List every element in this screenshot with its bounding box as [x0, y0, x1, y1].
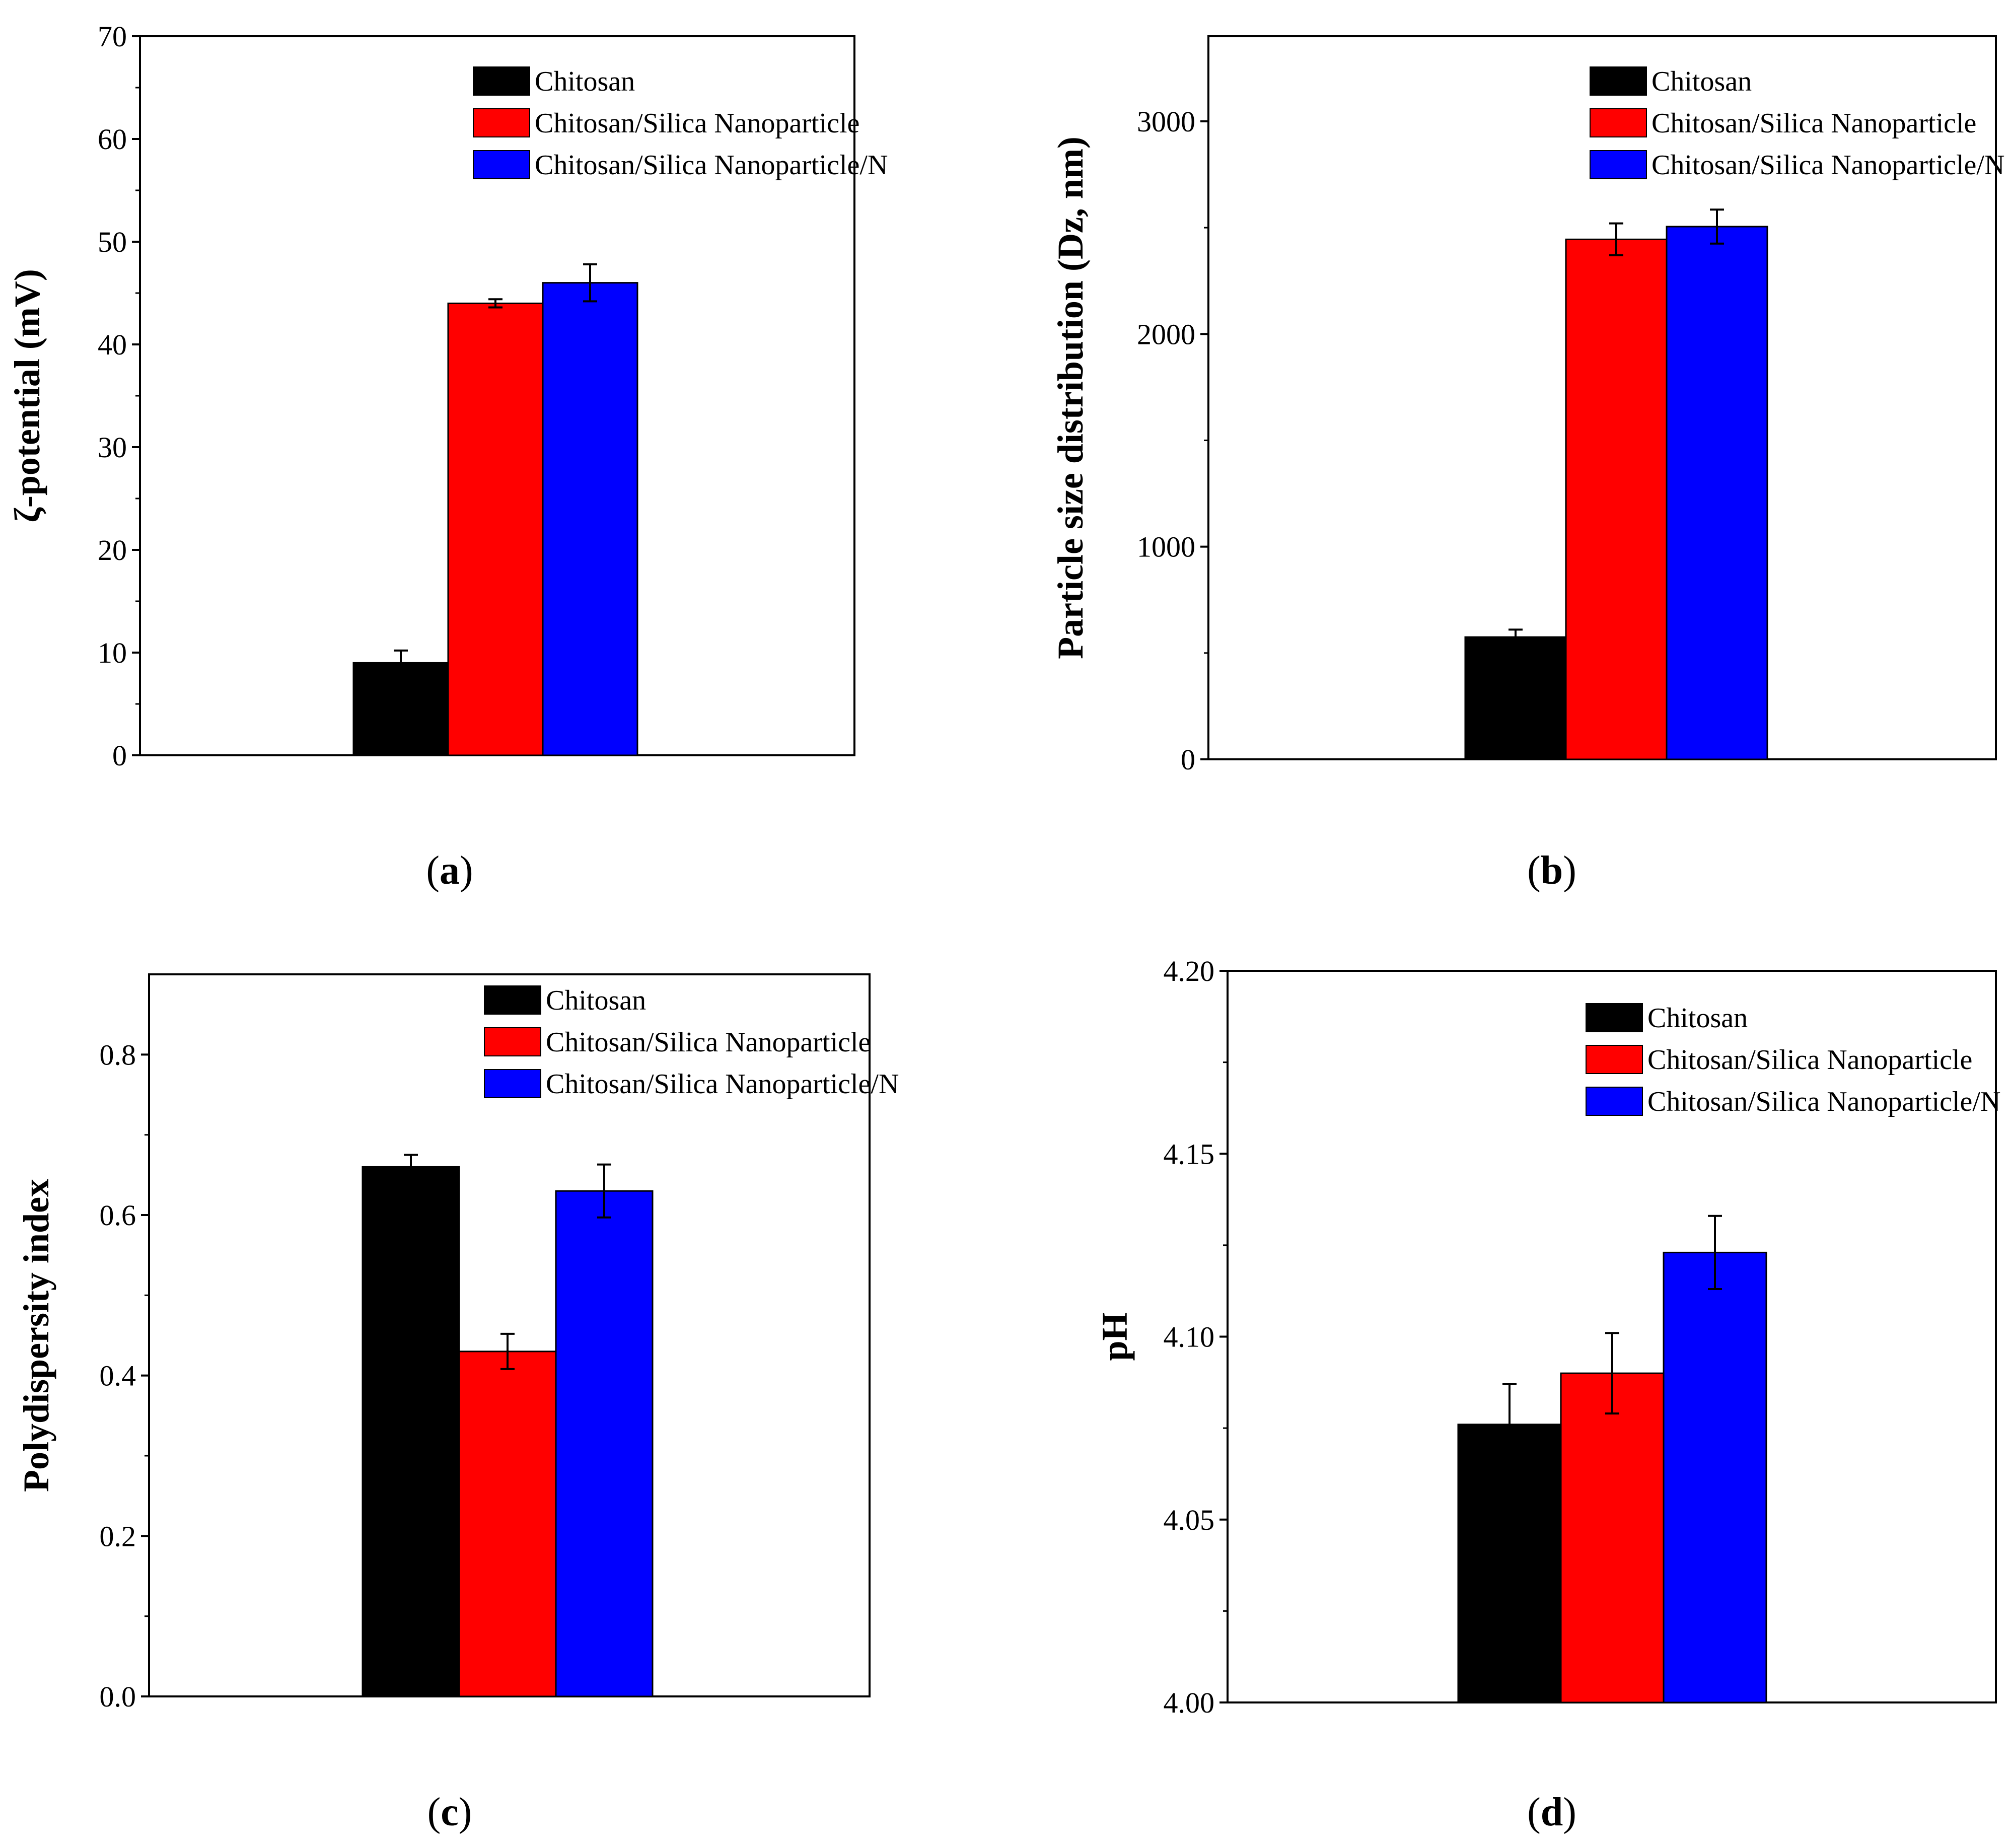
legend-swatch	[484, 1069, 541, 1098]
legend-label: Chitosan	[1651, 66, 1752, 97]
legend-swatch	[1590, 66, 1647, 96]
y-tick-label: 2000	[1137, 318, 1195, 350]
y-tick-label: 0.0	[100, 1680, 136, 1713]
bar-chitosan-silica	[458, 1351, 557, 1697]
bar-chitosan-silica-n	[555, 1190, 654, 1697]
legend-swatch	[484, 985, 541, 1015]
y-tick-label: 10	[98, 636, 127, 669]
bar-chitosan	[1464, 636, 1567, 760]
bar-chitosan	[362, 1166, 460, 1697]
legend-label: Chitosan/Silica Nanoparticle/N	[546, 1069, 899, 1100]
panel-caption: (b)	[1527, 848, 1576, 893]
bar-chitosan-silica-n	[1666, 226, 1768, 760]
panel-letter: c	[441, 1790, 459, 1834]
y-axis-title: pH	[1095, 1312, 1135, 1361]
legend-swatch	[473, 150, 530, 179]
y-tick-label: 0	[1181, 743, 1195, 776]
y-tick-label: 40	[98, 328, 127, 361]
legend-swatch	[1586, 1045, 1643, 1074]
legend-label: Chitosan/Silica Nanoparticle	[1647, 1044, 1972, 1076]
legend-swatch	[1586, 1087, 1643, 1116]
legend-label: Chitosan	[546, 985, 646, 1016]
legend-swatch	[1586, 1003, 1643, 1032]
legend-label: Chitosan/Silica Nanoparticle	[546, 1027, 871, 1058]
legend-swatch	[1590, 108, 1647, 137]
y-tick-label: 4.15	[1164, 1138, 1215, 1170]
y-tick-label: 20	[98, 534, 127, 566]
chart-panel-b: 0 1000 2000 3000 Particle size distribution …	[1050, 35, 2004, 893]
legend-label: Chitosan/Silica Nanoparticle	[535, 108, 859, 139]
panel-caption: (c)	[427, 1790, 472, 1834]
legend-label: Chitosan	[535, 66, 635, 97]
legend-swatch	[473, 66, 530, 96]
legend-label: Chitosan/Silica Nanoparticle/N	[1647, 1086, 2000, 1117]
legend-swatch	[473, 108, 530, 137]
panel-caption: (a)	[426, 848, 473, 893]
y-tick-label: 60	[98, 123, 127, 156]
bar-chitosan	[352, 662, 449, 756]
y-axis-title: Polydispersity index	[16, 1179, 56, 1492]
bar-chitosan-silica	[1565, 238, 1668, 760]
y-tick-label: 4.10	[1164, 1321, 1215, 1354]
panel-letter: a	[440, 848, 460, 893]
y-tick-label: 0.4	[100, 1360, 136, 1392]
bar-chitosan-silica	[1560, 1372, 1665, 1703]
panel-letter: b	[1541, 848, 1563, 893]
chart-panel-c: 0.0 0.2 0.4 0.6 0.8 Polydispersity index Chito…	[16, 973, 899, 1834]
legend-label: Chitosan/Silica Nanoparticle	[1651, 108, 1976, 139]
chart-panel-a: 0 10 20 30 40 50 60 70 ζ-potential (mV) Chitosan C…	[7, 20, 888, 893]
legend-label: Chitosan/Silica Nanoparticle/N	[535, 150, 888, 181]
bar-chitosan	[1457, 1424, 1562, 1703]
legend-label: Chitosan/Silica Nanoparticle/N	[1651, 150, 2004, 181]
y-tick-label: 50	[98, 226, 127, 258]
y-axis-title: Particle size distribution (Dz, nm)	[1050, 136, 1091, 659]
panel-caption: (d)	[1527, 1790, 1576, 1834]
legend-swatch	[484, 1027, 541, 1056]
legend-label: Chitosan	[1647, 1003, 1748, 1034]
y-tick-label: 0.2	[100, 1520, 136, 1552]
bar-chitosan-silica-n	[1663, 1251, 1767, 1703]
y-tick-label: 4.00	[1164, 1686, 1215, 1719]
bar-chitosan-silica	[447, 302, 544, 756]
bar-chitosan-silica-n	[542, 282, 638, 756]
y-tick-label: 0.8	[100, 1038, 136, 1071]
legend-swatch	[1590, 150, 1647, 179]
y-axis-title: ζ-potential (mV)	[7, 269, 47, 523]
y-tick-label: 30	[98, 431, 127, 464]
y-tick-label: 4.20	[1164, 955, 1215, 987]
y-tick-label: 4.05	[1164, 1504, 1215, 1536]
y-tick-label: 70	[98, 20, 127, 53]
panel-letter: d	[1541, 1790, 1563, 1834]
y-tick-label: 3000	[1137, 105, 1195, 138]
y-tick-label: 0.6	[100, 1199, 136, 1232]
y-tick-label: 0	[112, 739, 127, 772]
chart-panel-d: 4.00 4.05 4.10 4.15 4.20 pH Chitosan Chitosan/S…	[1095, 955, 2000, 1834]
y-tick-label: 1000	[1137, 531, 1195, 563]
